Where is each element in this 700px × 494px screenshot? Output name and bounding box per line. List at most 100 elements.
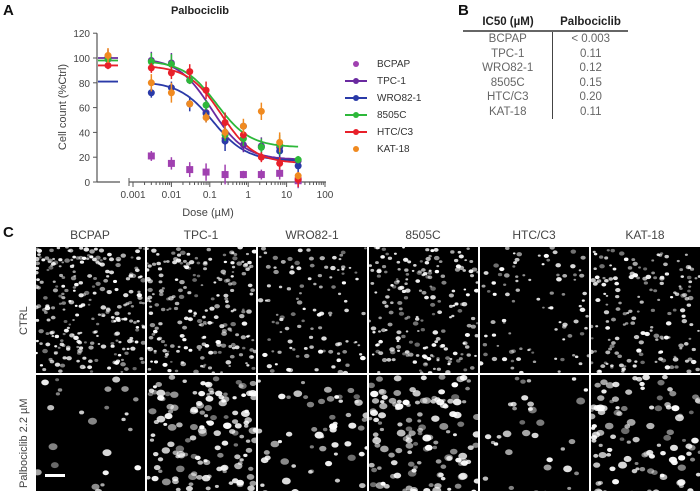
- legend-label: WRO82-1: [377, 92, 422, 104]
- x-tick-label: 100: [317, 190, 334, 201]
- legend-marker-icon: [345, 78, 367, 84]
- data-point: [167, 159, 175, 167]
- y-tick-label: 120: [73, 29, 90, 40]
- header-cell: Palbociclib: [560, 16, 621, 28]
- table-cell: 0.12: [552, 61, 628, 76]
- legend-label: 8505C: [377, 109, 407, 121]
- data-point: [202, 168, 210, 176]
- panel-label-a: A: [3, 2, 14, 19]
- micrograph-kat-18-palbociclib: [591, 375, 700, 491]
- table-cell: WRO82-1: [482, 62, 534, 74]
- data-point: [239, 131, 247, 139]
- x-tick-label: 0.1: [203, 190, 217, 201]
- table-cell: 0.11: [552, 46, 628, 61]
- scale-bar: [45, 474, 65, 477]
- legend-item: BCPAP: [345, 57, 410, 71]
- micrograph-bcpap-palbociclib: [36, 375, 145, 491]
- y-tick-label: 0: [84, 178, 90, 189]
- fit-curve-htc-c3: [148, 65, 299, 164]
- data-point: [276, 138, 284, 146]
- ic50-table: IC50 (µM) Palbociclib BCPAP < 0.003 TPC-1 0…: [463, 16, 628, 119]
- table-row: 8505C 0.15: [463, 75, 628, 90]
- y-tick-label: 60: [79, 104, 91, 115]
- micrograph-tpc-1-palbociclib: [147, 375, 256, 491]
- data-point: [257, 107, 265, 115]
- legend-item: TPC-1: [345, 74, 406, 88]
- data-point: [202, 86, 210, 94]
- table-cell: TPC-1: [491, 47, 525, 60]
- y-tick-label: 80: [79, 79, 91, 90]
- data-point: [167, 60, 175, 68]
- data-point: [257, 153, 265, 161]
- legend-marker-icon: [345, 95, 367, 101]
- data-point: [167, 89, 175, 97]
- legend-marker-icon: [353, 61, 359, 67]
- data-point: [167, 69, 175, 77]
- panel-label-b: B: [458, 2, 469, 19]
- data-point: [104, 52, 112, 60]
- data-point: [202, 101, 210, 109]
- micrograph-8505c-ctrl: [369, 247, 478, 373]
- micrograph-bcpap-ctrl: [36, 247, 145, 373]
- data-point: [239, 122, 247, 130]
- data-point: [294, 172, 302, 180]
- dose-response-chart: Palbociclib Dose (µM) Cell count (%Ctrl)…: [57, 5, 334, 219]
- legend-item: HTC/C3: [345, 125, 413, 139]
- data-point: [221, 171, 229, 179]
- micrograph-htc-c3-ctrl: [480, 247, 589, 373]
- table-row: TPC-1 0.11: [463, 46, 628, 61]
- x-axis-label: Dose (µM): [182, 207, 234, 219]
- data-point: [147, 79, 155, 87]
- chart-title: Palbociclib: [171, 5, 229, 17]
- legend-item: KAT-18: [345, 142, 410, 156]
- data-point: [294, 162, 302, 170]
- column-label: WRO82-1: [285, 228, 339, 242]
- micrograph-wro82-1-palbociclib: [258, 375, 367, 491]
- column-label: KAT-18: [625, 228, 665, 242]
- x-tick-label: 0.01: [162, 190, 182, 201]
- data-point: [257, 143, 265, 151]
- legend-marker-icon: [353, 146, 359, 152]
- data-point: [186, 68, 194, 76]
- x-tick-label: 1: [245, 190, 251, 201]
- y-tick-label: 100: [73, 54, 90, 65]
- legend-marker-icon: [345, 112, 367, 118]
- y-tick-label: 40: [79, 128, 91, 139]
- legend-item: WRO82-1: [345, 91, 421, 105]
- data-point: [221, 128, 229, 136]
- row-label-palbociclib: Palbociclib 2.2 µM: [18, 398, 30, 489]
- data-point: [294, 156, 302, 164]
- header-cell: IC50 (µM): [482, 16, 534, 28]
- data-point: [147, 58, 155, 66]
- micrograph-8505c-palbociclib: [369, 375, 478, 491]
- table-cell: 0.11: [552, 104, 628, 119]
- table-row: WRO82-1 0.12: [463, 61, 628, 76]
- legend-label: TPC-1: [377, 75, 406, 87]
- data-point: [104, 61, 112, 69]
- data-point: [186, 76, 194, 84]
- column-label: 8505C: [405, 228, 441, 242]
- row-label-ctrl: CTRL: [18, 306, 30, 335]
- data-point: [147, 64, 155, 72]
- data-point: [186, 166, 194, 174]
- table-cell: < 0.003: [552, 32, 628, 47]
- data-point: [202, 114, 210, 122]
- data-point: [276, 159, 284, 167]
- data-point: [221, 118, 229, 126]
- table-row: BCPAP < 0.003: [463, 32, 628, 47]
- legend-item: 8505C: [345, 108, 406, 122]
- data-point: [186, 100, 194, 108]
- micrograph-wro82-1-ctrl: [258, 247, 367, 373]
- legend-label: BCPAP: [377, 58, 411, 70]
- panel-label-c: C: [3, 224, 14, 241]
- data-point: [147, 89, 155, 97]
- x-tick-label: 0.001: [120, 190, 145, 201]
- column-label: BCPAP: [70, 228, 110, 242]
- table-cell: 0.15: [552, 75, 628, 90]
- y-axis-label: Cell count (%Ctrl): [57, 64, 69, 150]
- table-cell: BCPAP: [488, 33, 527, 45]
- micrograph-kat-18-ctrl: [591, 247, 700, 373]
- column-label: TPC-1: [183, 228, 219, 242]
- table-header: IC50 (µM) Palbociclib: [463, 16, 628, 32]
- y-tick-label: 20: [79, 153, 91, 164]
